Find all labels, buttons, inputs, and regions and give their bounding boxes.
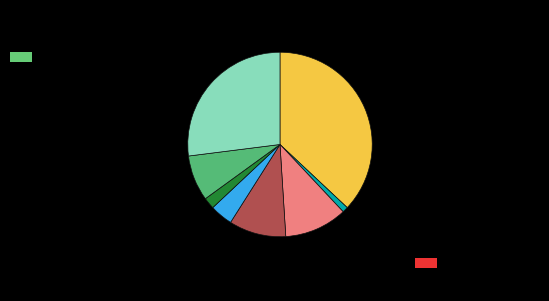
Wedge shape xyxy=(231,144,286,237)
Wedge shape xyxy=(205,144,280,208)
Wedge shape xyxy=(280,52,372,208)
Wedge shape xyxy=(280,144,343,237)
Wedge shape xyxy=(188,144,280,199)
Wedge shape xyxy=(188,52,280,156)
Wedge shape xyxy=(280,144,347,212)
Wedge shape xyxy=(213,144,280,222)
